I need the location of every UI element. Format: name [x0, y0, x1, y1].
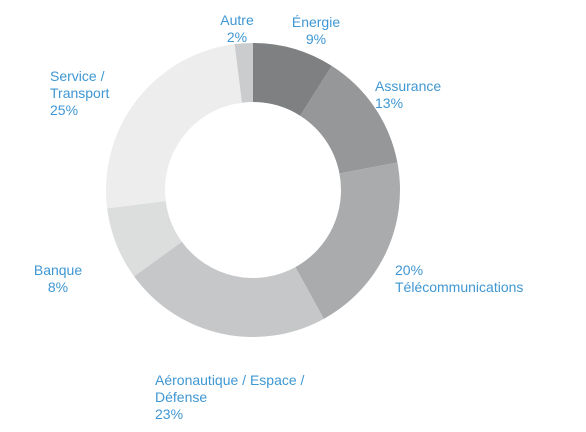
category-label: Télécommunications — [395, 279, 524, 295]
segment-label: Aéronautique / Espace / Défense 23% — [155, 372, 325, 423]
value-label: 23% — [155, 406, 184, 422]
segment-label: Service / Transport 25% — [50, 68, 150, 119]
donut-segment — [253, 43, 332, 116]
value-label: 25% — [50, 102, 79, 118]
segment-label: Autre 2% — [214, 12, 260, 46]
donut-segment — [107, 201, 182, 277]
value-label: 2% — [226, 29, 248, 45]
donut-segment — [300, 65, 398, 174]
category-label: Assurance — [375, 78, 442, 94]
value-label: 9% — [305, 31, 327, 47]
segment-label: Assurance 13% — [375, 78, 465, 112]
value-label: 8% — [47, 279, 69, 295]
category-label: Banque — [33, 262, 83, 278]
value-label: 20% — [395, 262, 424, 278]
donut-segment — [106, 44, 242, 209]
category-label: Énergie — [291, 14, 341, 30]
category-label: Autre — [220, 12, 254, 28]
category-label: Aéronautique / Espace / Défense — [155, 372, 305, 405]
segment-label: Banque 8% — [25, 262, 91, 296]
segment-label: 20% Télécommunications — [395, 262, 585, 296]
donut-segment — [134, 241, 324, 337]
segment-label: Énergie 9% — [290, 14, 342, 48]
value-label: 13% — [375, 95, 404, 111]
category-label: Service / Transport — [50, 68, 110, 101]
donut-segment — [295, 162, 401, 319]
donut-segment — [234, 43, 253, 103]
